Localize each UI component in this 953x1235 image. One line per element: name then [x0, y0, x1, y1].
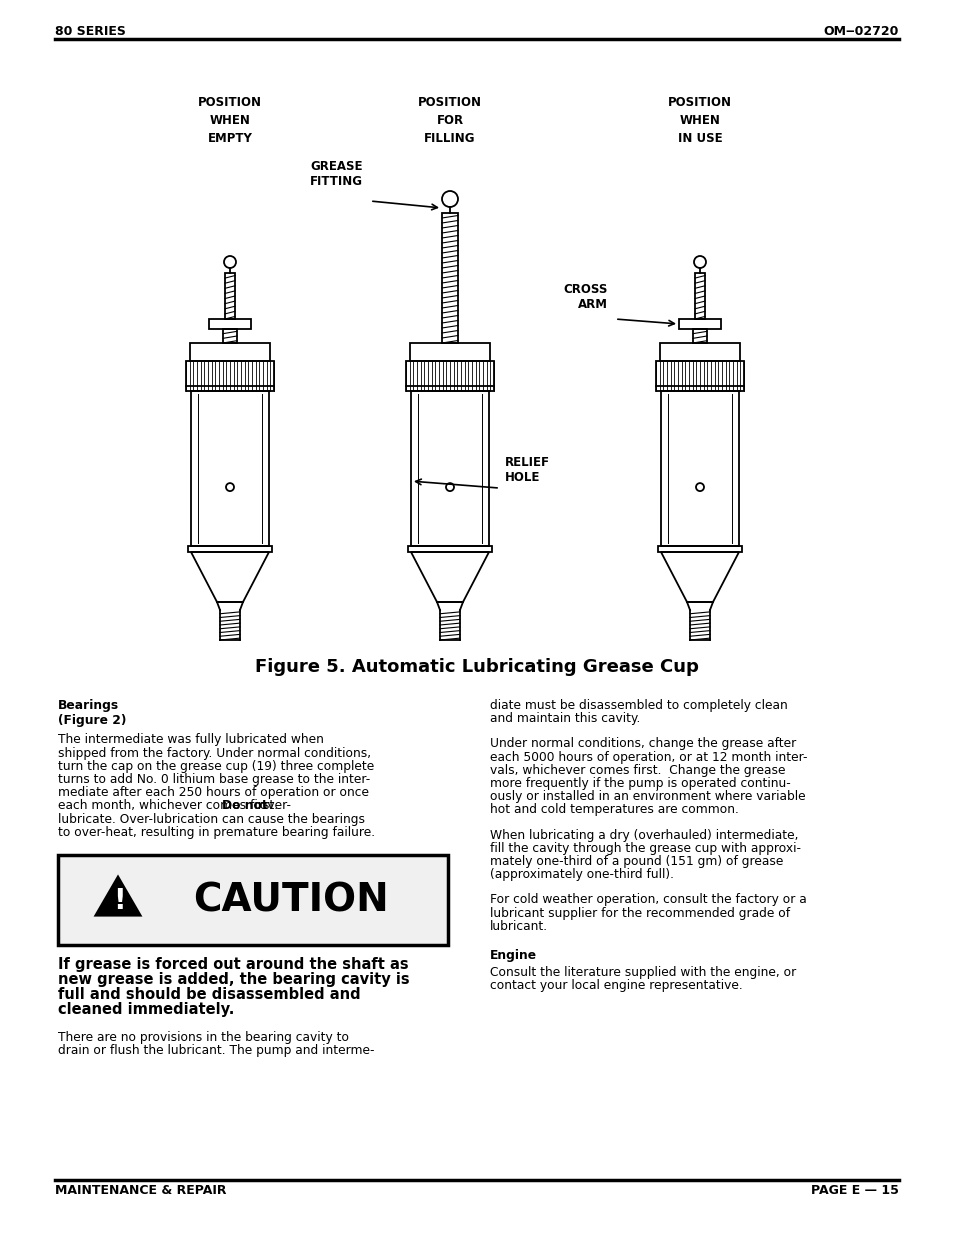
Bar [58, 855, 448, 945]
Text: turn the cap on the grease cup (19) three complete: turn the cap on the grease cup (19) thre… [58, 760, 374, 773]
Text: diate must be disassembled to completely clean: diate must be disassembled to completely… [490, 699, 787, 713]
Text: Under normal conditions, change the grease after: Under normal conditions, change the grea… [490, 737, 796, 751]
Text: !: ! [112, 887, 125, 915]
Text: and maintain this cavity.: and maintain this cavity. [490, 713, 639, 725]
Text: POSITION
WHEN
EMPTY: POSITION WHEN EMPTY [198, 96, 262, 144]
Text: (approximately one-third full).: (approximately one-third full). [490, 868, 673, 882]
Bar [656, 361, 743, 391]
Bar [408, 546, 492, 552]
Bar [692, 329, 706, 343]
Text: to over-heat, resulting in premature bearing failure.: to over-heat, resulting in premature bea… [58, 826, 375, 839]
Text: vals, whichever comes first.  Change the grease: vals, whichever comes first. Change the … [490, 763, 784, 777]
Text: over-: over- [255, 799, 291, 813]
Text: ously or installed in an environment where variable: ously or installed in an environment whe… [490, 790, 804, 803]
Text: fill the cavity through the grease cup with approxi-: fill the cavity through the grease cup w… [490, 842, 801, 855]
Text: drain or flush the lubricant. The pump and interme-: drain or flush the lubricant. The pump a… [58, 1045, 375, 1057]
Text: CROSS
ARM: CROSS ARM [563, 283, 607, 311]
Text: There are no provisions in the bearing cavity to: There are no provisions in the bearing c… [58, 1031, 349, 1044]
Text: For cold weather operation, consult the factory or a: For cold weather operation, consult the … [490, 893, 806, 906]
Text: GREASE
FITTING: GREASE FITTING [310, 161, 363, 188]
Bar [191, 391, 269, 546]
Text: Engine: Engine [490, 948, 537, 962]
Text: cleaned immediately.: cleaned immediately. [58, 1002, 234, 1016]
Bar [223, 329, 236, 343]
Text: When lubricating a dry (overhauled) intermediate,: When lubricating a dry (overhauled) inte… [490, 829, 798, 841]
Bar [441, 212, 457, 343]
Text: OM‒02720: OM‒02720 [822, 25, 898, 38]
Text: POSITION
WHEN
IN USE: POSITION WHEN IN USE [667, 96, 731, 144]
Text: POSITION
FOR
FILLING: POSITION FOR FILLING [417, 96, 481, 144]
Text: 80 SERIES: 80 SERIES [55, 25, 126, 38]
Text: (Figure 2): (Figure 2) [58, 714, 126, 727]
Text: shipped from the factory. Under normal conditions,: shipped from the factory. Under normal c… [58, 747, 371, 760]
Bar [209, 319, 251, 329]
Polygon shape [96, 877, 140, 915]
Text: RELIEF
HOLE: RELIEF HOLE [504, 456, 550, 484]
Text: hot and cold temperatures are common.: hot and cold temperatures are common. [490, 804, 739, 816]
Bar [225, 273, 234, 319]
Text: Consult the literature supplied with the engine, or: Consult the literature supplied with the… [490, 966, 796, 979]
Text: more frequently if the pump is operated continu-: more frequently if the pump is operated … [490, 777, 790, 790]
Bar [406, 361, 494, 391]
Text: If grease is forced out around the shaft as: If grease is forced out around the shaft… [58, 957, 408, 972]
Bar [411, 391, 489, 546]
Bar [659, 343, 740, 361]
Bar [695, 273, 704, 319]
Bar [186, 361, 274, 391]
Bar [190, 343, 270, 361]
Text: turns to add No. 0 lithium base grease to the inter-: turns to add No. 0 lithium base grease t… [58, 773, 370, 785]
Text: lubricant supplier for the recommended grade of: lubricant supplier for the recommended g… [490, 906, 789, 920]
Text: lubricant.: lubricant. [490, 920, 548, 932]
Text: each 5000 hours of operation, or at 12 month inter-: each 5000 hours of operation, or at 12 m… [490, 751, 806, 763]
Text: MAINTENANCE & REPAIR: MAINTENANCE & REPAIR [55, 1184, 226, 1197]
Bar [660, 391, 739, 546]
Bar [658, 546, 741, 552]
Text: Do not: Do not [221, 799, 267, 813]
Text: The intermediate was fully lubricated when: The intermediate was fully lubricated wh… [58, 734, 323, 746]
Text: Figure 5. Automatic Lubricating Grease Cup: Figure 5. Automatic Lubricating Grease C… [254, 658, 699, 676]
Bar [188, 546, 272, 552]
Text: new grease is added, the bearing cavity is: new grease is added, the bearing cavity … [58, 972, 409, 987]
Text: lubricate. Over-lubrication can cause the bearings: lubricate. Over-lubrication can cause th… [58, 813, 365, 826]
Bar [679, 319, 720, 329]
Text: mately one-third of a pound (151 gm) of grease: mately one-third of a pound (151 gm) of … [490, 855, 782, 868]
Text: contact your local engine representative.: contact your local engine representative… [490, 979, 742, 993]
Text: full and should be disassembled and: full and should be disassembled and [58, 987, 360, 1002]
Bar [410, 343, 490, 361]
Text: mediate after each 250 hours of operation or once: mediate after each 250 hours of operatio… [58, 787, 369, 799]
Text: Bearings: Bearings [58, 699, 119, 713]
Text: CAUTION: CAUTION [193, 881, 388, 919]
Text: PAGE E — 15: PAGE E — 15 [810, 1184, 898, 1197]
Text: each month, whichever comes first.: each month, whichever comes first. [58, 799, 282, 813]
